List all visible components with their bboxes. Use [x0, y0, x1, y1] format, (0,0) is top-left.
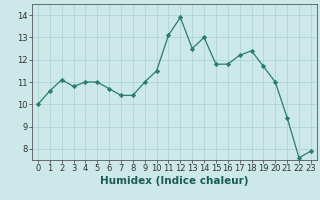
- X-axis label: Humidex (Indice chaleur): Humidex (Indice chaleur): [100, 176, 249, 186]
